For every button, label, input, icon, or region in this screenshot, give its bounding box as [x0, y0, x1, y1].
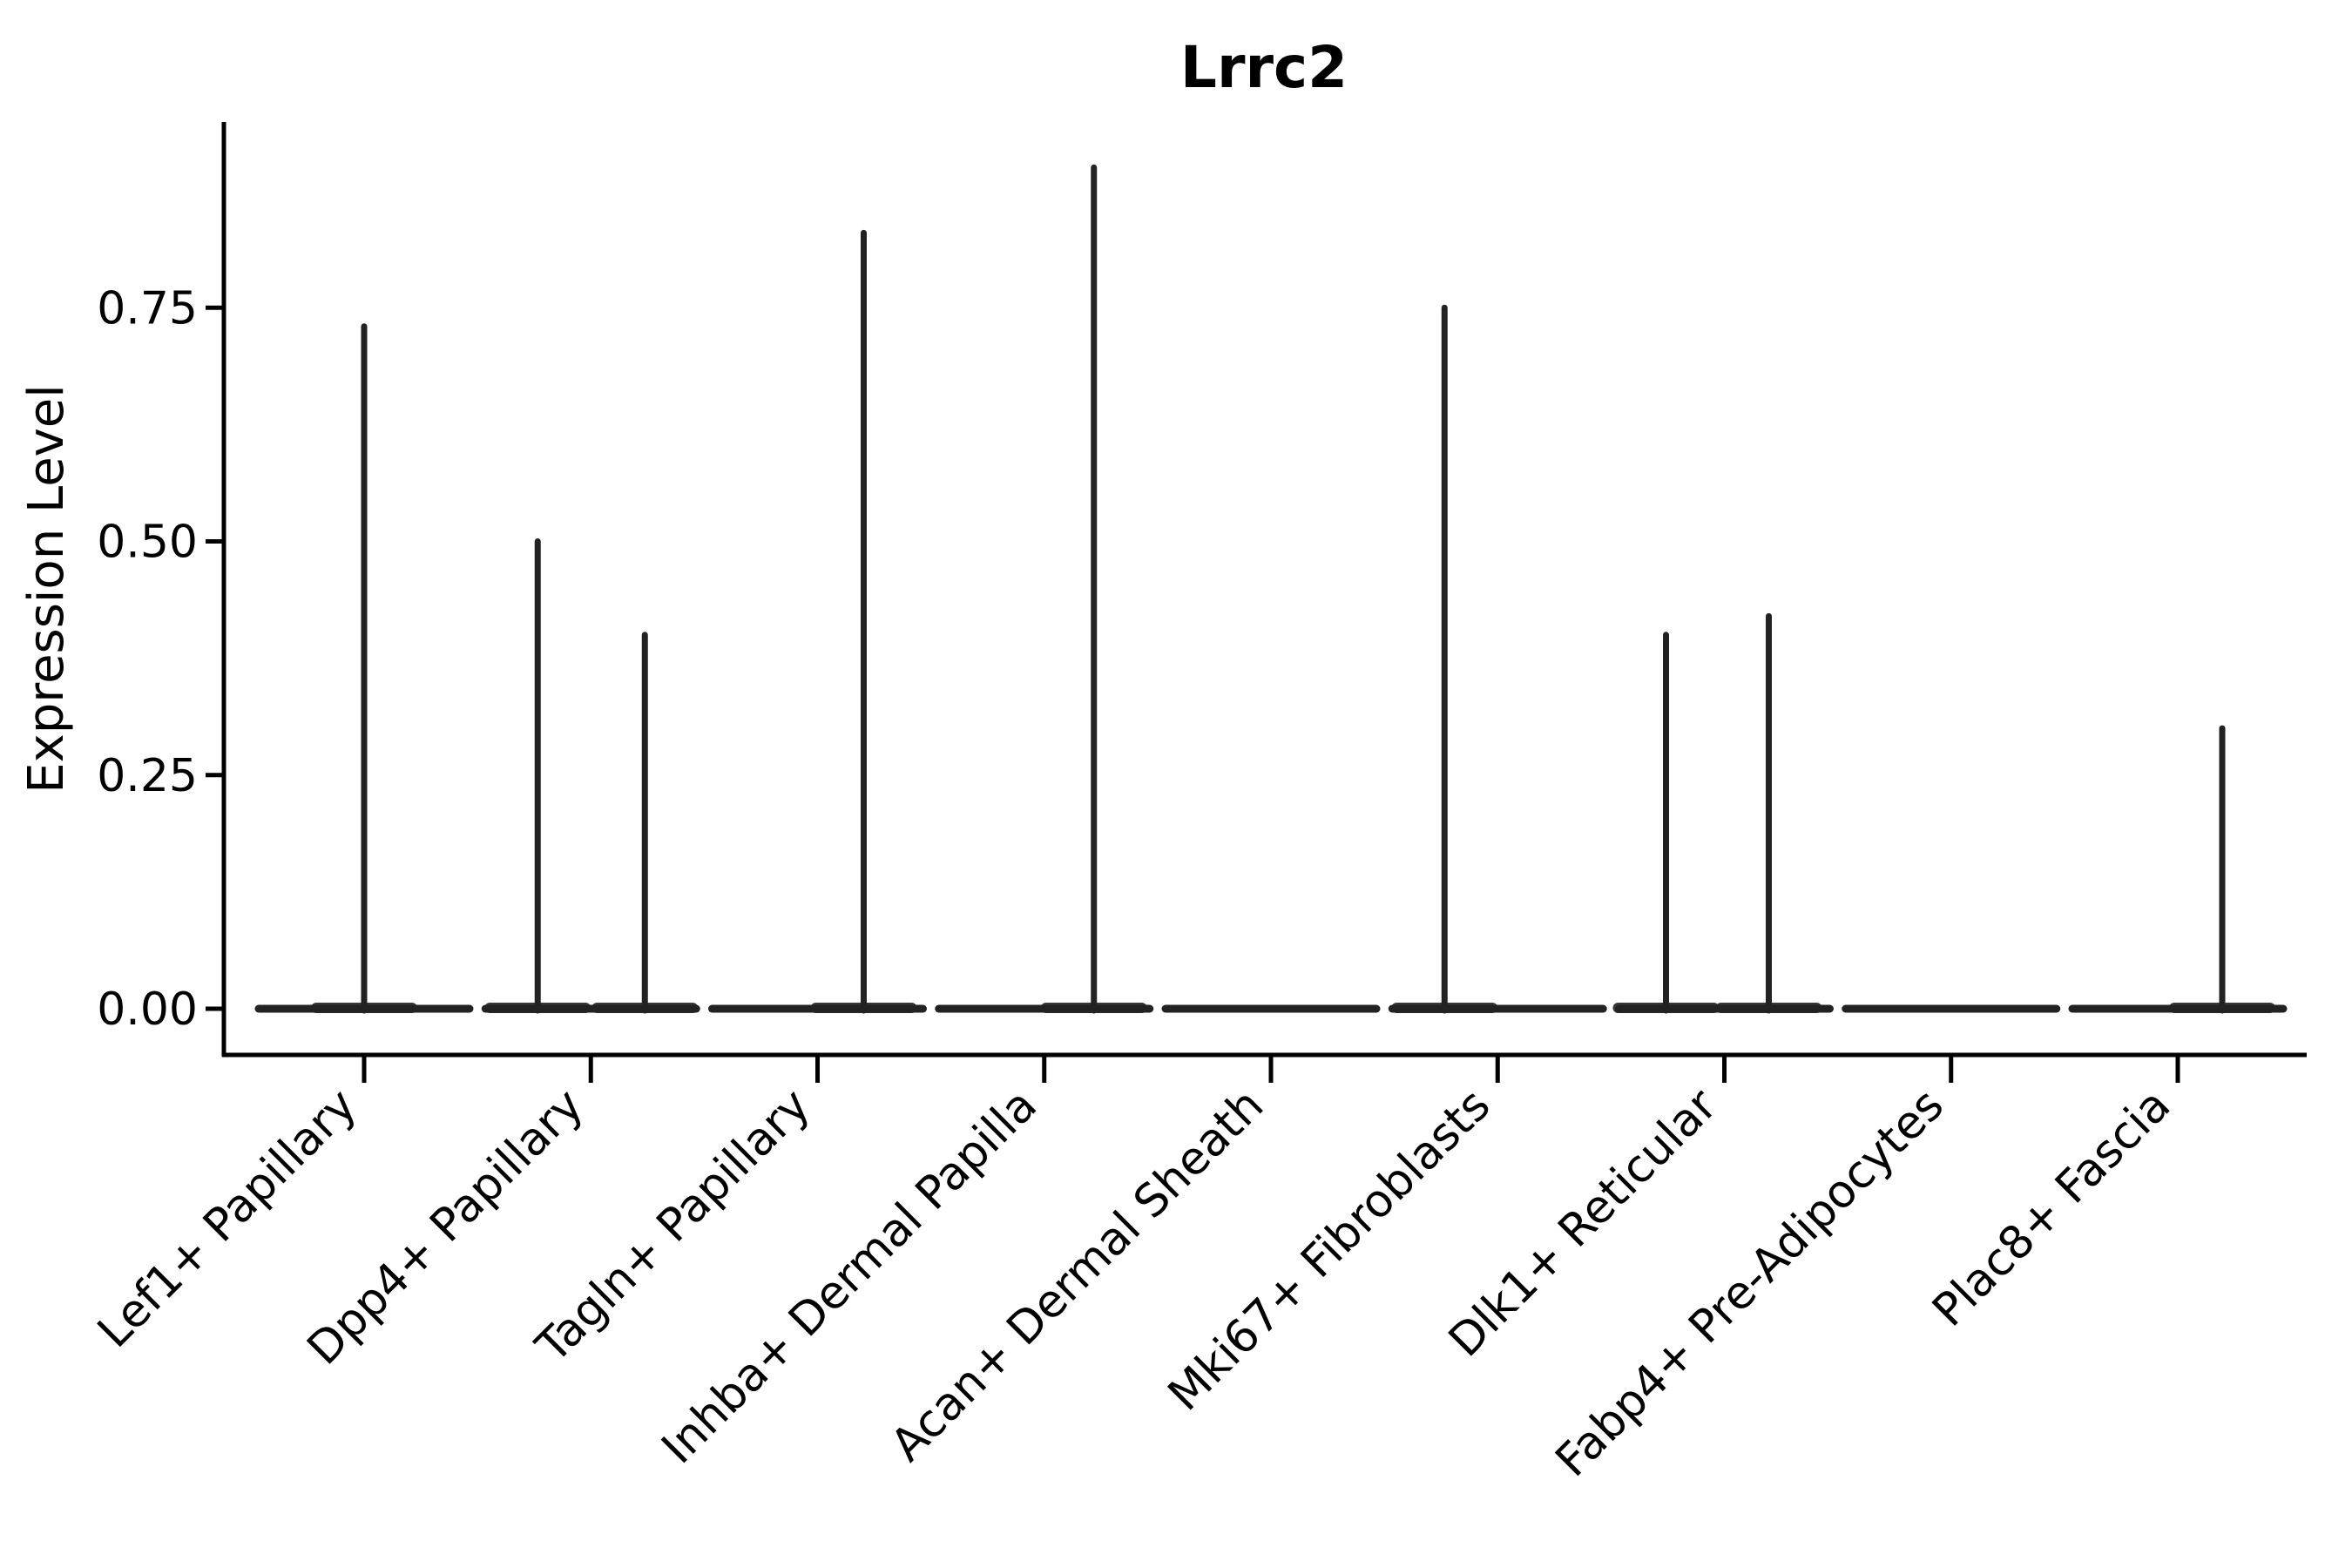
x-category-label: Inhba+ Dermal Papilla: [652, 1079, 1046, 1474]
chart-title: Lrrc2: [1180, 34, 1348, 101]
x-category-label: Acan+ Dermal Sheath: [882, 1079, 1274, 1472]
y-tick-label: 0.00: [97, 983, 198, 1036]
y-axis-label: Expression Level: [18, 384, 75, 794]
y-tick-label: 0.50: [97, 517, 198, 569]
y-tick-label: 0.75: [97, 282, 198, 335]
x-category-label: Fabp4+ Pre-Adipocytes: [1546, 1079, 1954, 1487]
x-category-label: Plac8+ Fascia: [1923, 1079, 2180, 1337]
y-tick-label: 0.25: [97, 750, 198, 802]
